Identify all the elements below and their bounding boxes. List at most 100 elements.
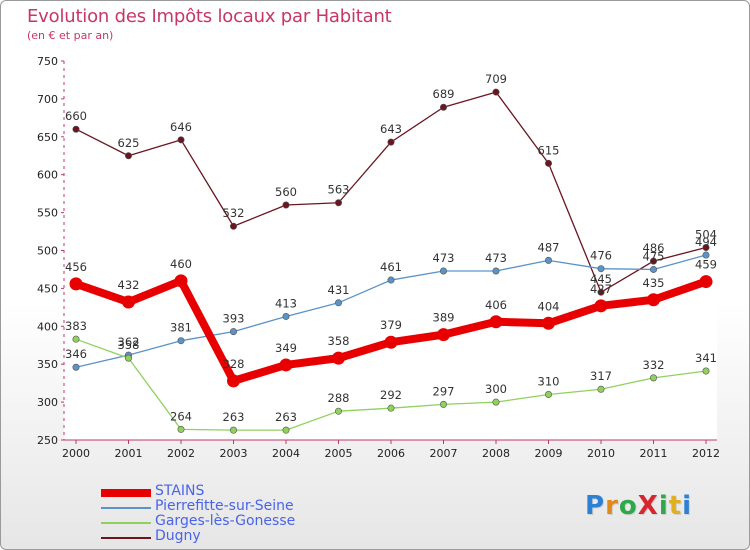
data-label: 475 <box>643 249 665 263</box>
x-tick-label: 2010 <box>587 447 615 460</box>
data-label: 432 <box>118 278 140 292</box>
x-tick-label: 2000 <box>62 447 90 460</box>
data-label: 486 <box>643 241 665 255</box>
data-label: 406 <box>485 298 507 312</box>
data-point <box>439 267 447 275</box>
data-label: 263 <box>275 410 297 424</box>
data-point <box>492 267 500 275</box>
data-label: 346 <box>65 347 87 361</box>
data-point <box>332 351 345 365</box>
data-label: 494 <box>695 235 717 249</box>
legend-swatch <box>101 488 151 497</box>
data-label: 476 <box>590 249 612 263</box>
data-point <box>125 354 133 362</box>
data-point <box>334 407 342 415</box>
y-tick-label: 450 <box>37 282 58 295</box>
data-point <box>699 275 713 289</box>
chart-subtitle: (en € et par an) <box>27 29 114 42</box>
data-label: 362 <box>118 335 140 349</box>
plot-area <box>64 61 717 440</box>
y-tick-label: 650 <box>37 131 58 144</box>
data-label: 341 <box>695 351 717 365</box>
data-label: 459 <box>695 258 717 272</box>
data-point <box>72 363 80 371</box>
data-point <box>649 265 657 273</box>
data-label: 460 <box>170 257 192 271</box>
data-point <box>702 251 710 259</box>
data-point <box>544 159 552 167</box>
data-label: 264 <box>170 409 192 423</box>
data-label: 358 <box>118 338 140 352</box>
x-tick-label: 2002 <box>167 447 195 460</box>
data-point <box>597 265 605 273</box>
data-point <box>282 426 290 434</box>
x-tick-label: 2001 <box>115 447 143 460</box>
data-label: 646 <box>170 120 192 134</box>
data-point <box>174 274 188 288</box>
x-tick-label: 2011 <box>640 447 668 460</box>
data-point <box>387 404 395 412</box>
data-label: 532 <box>223 206 245 220</box>
data-point <box>492 398 500 406</box>
data-label: 393 <box>223 312 245 326</box>
data-point <box>544 391 552 399</box>
data-point <box>282 312 290 320</box>
y-tick-label: 250 <box>37 434 58 447</box>
data-label: 643 <box>380 122 402 136</box>
data-label: 389 <box>433 311 455 325</box>
data-label: 381 <box>170 321 192 335</box>
data-point <box>702 243 710 251</box>
data-point <box>279 358 293 372</box>
data-label: 427 <box>590 282 612 296</box>
data-point <box>122 295 135 309</box>
data-point <box>282 201 290 209</box>
x-tick-label: 2009 <box>535 447 563 460</box>
data-label: 615 <box>538 143 560 157</box>
data-label: 292 <box>380 388 402 402</box>
data-label: 689 <box>433 87 455 101</box>
data-point <box>125 152 133 160</box>
data-label: 435 <box>643 276 665 290</box>
x-tick-label: 2007 <box>430 447 458 460</box>
data-label: 379 <box>380 318 402 332</box>
data-point <box>387 138 395 146</box>
data-point <box>72 335 80 343</box>
y-tick-label: 400 <box>37 320 58 333</box>
y-tick-label: 300 <box>37 396 58 409</box>
y-tick-label: 350 <box>37 358 58 371</box>
data-label: 413 <box>275 296 297 310</box>
data-point <box>230 222 238 230</box>
data-point <box>230 328 238 336</box>
data-point <box>542 316 555 330</box>
data-point <box>647 293 660 307</box>
legend-label: Dugny <box>155 528 201 544</box>
data-label: 300 <box>485 382 507 396</box>
data-point <box>227 374 240 388</box>
data-point <box>334 199 342 207</box>
data-label: 709 <box>485 72 507 86</box>
data-point <box>439 103 447 111</box>
data-label: 263 <box>223 410 245 424</box>
data-point <box>702 367 710 375</box>
y-tick-label: 700 <box>37 93 58 106</box>
data-label: 297 <box>433 384 455 398</box>
data-label: 383 <box>65 319 87 333</box>
data-label: 317 <box>590 369 612 383</box>
x-tick-label: 2008 <box>482 447 510 460</box>
legend-swatch <box>101 521 151 524</box>
data-point <box>72 125 80 133</box>
data-point <box>597 288 605 296</box>
data-point <box>544 256 552 264</box>
x-tick-label: 2006 <box>377 447 405 460</box>
data-label: 310 <box>538 375 560 389</box>
data-label: 473 <box>433 251 455 265</box>
legend-label: Pierrefitte-sur-Seine <box>155 498 294 514</box>
x-tick-label: 2005 <box>325 447 353 460</box>
legend-swatch <box>101 506 151 509</box>
y-tick-label: 600 <box>37 169 58 182</box>
data-label: 563 <box>328 183 350 197</box>
y-tick-label: 750 <box>37 55 58 68</box>
data-point <box>387 276 395 284</box>
